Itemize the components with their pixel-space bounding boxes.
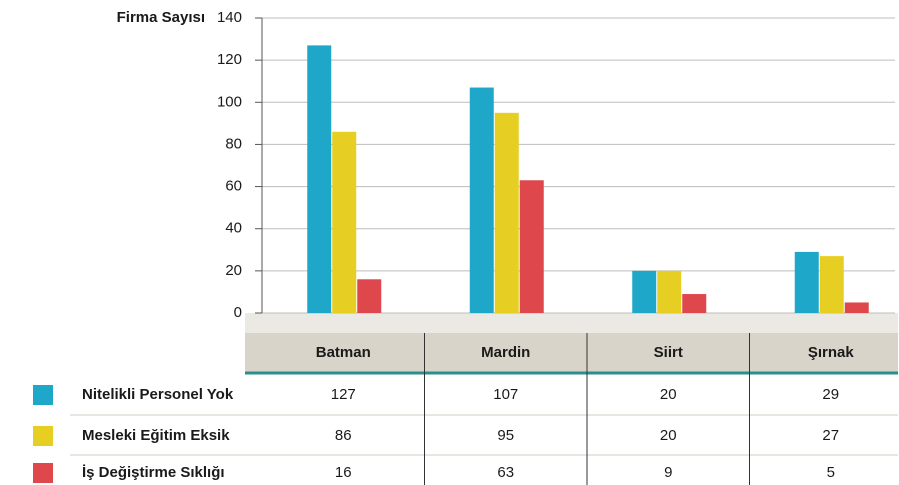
bar <box>844 302 869 313</box>
row-label: Nitelikli Personel Yok <box>82 386 234 403</box>
y-tick-label: 0 <box>234 304 242 321</box>
table-cell: 63 <box>497 464 514 481</box>
table-cell: 27 <box>822 427 839 444</box>
legend-swatch <box>33 385 53 405</box>
bar <box>332 131 357 313</box>
table-cell: 107 <box>493 386 518 403</box>
legend-swatch <box>33 463 53 483</box>
table-cell: 95 <box>497 427 514 444</box>
table-cell: 5 <box>827 464 835 481</box>
floor <box>245 313 898 333</box>
bar <box>494 112 519 313</box>
legend-swatch <box>33 426 53 446</box>
table-header <box>245 333 898 372</box>
y-tick-label: 20 <box>225 262 242 279</box>
table-cell: 9 <box>664 464 672 481</box>
column-header: Mardin <box>481 344 530 361</box>
bar <box>794 251 819 313</box>
y-axis-label: Firma Sayısı <box>117 9 205 26</box>
table-cell: 127 <box>331 386 356 403</box>
table-cell: 29 <box>822 386 839 403</box>
column-header: Batman <box>316 344 371 361</box>
y-tick-label: 100 <box>217 93 242 110</box>
bar <box>657 270 682 313</box>
column-header: Şırnak <box>808 344 855 361</box>
bar <box>307 45 332 314</box>
table-cell: 20 <box>660 427 677 444</box>
column-header: Siirt <box>654 344 683 361</box>
bar <box>632 270 657 313</box>
y-tick-label: 120 <box>217 51 242 68</box>
bar <box>819 256 844 313</box>
table-cell: 16 <box>335 464 352 481</box>
y-tick-label: 80 <box>225 135 242 152</box>
row-label: Mesleki Eğitim Eksik <box>82 427 230 444</box>
y-tick-label: 140 <box>217 9 242 26</box>
table-cell: 20 <box>660 386 677 403</box>
y-tick-label: 60 <box>225 178 242 195</box>
bar <box>469 87 494 314</box>
bar <box>519 180 544 313</box>
bar <box>357 279 382 313</box>
y-tick-label: 40 <box>225 220 242 237</box>
row-label: İş Değiştirme Sıklığı <box>82 464 225 481</box>
table-cell: 86 <box>335 427 352 444</box>
bar <box>682 294 707 313</box>
